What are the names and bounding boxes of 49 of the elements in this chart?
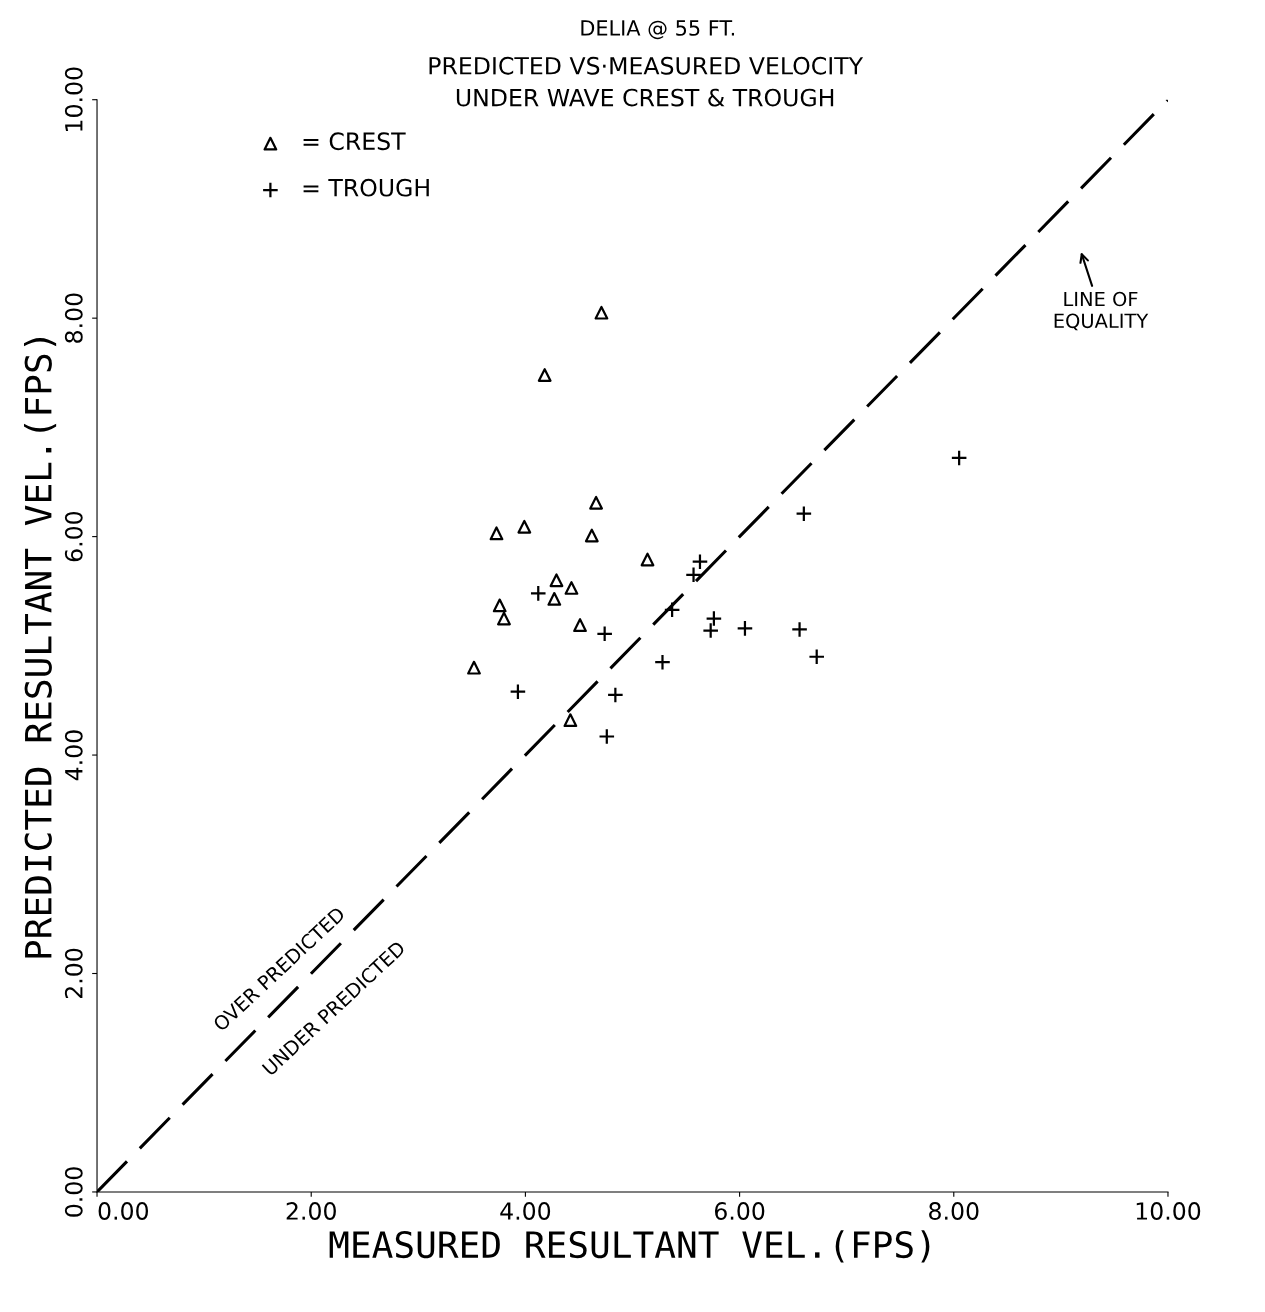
point (517, 519, 532, 534)
point (584, 528, 599, 543)
point (537, 368, 552, 382)
point (606, 686, 624, 704)
point (950, 449, 968, 467)
point (497, 611, 511, 626)
point (663, 601, 681, 619)
x-tick-label: 8.00 (929, 1202, 979, 1220)
y-tick-label: 2.00 (64, 948, 83, 999)
legend-label: = TROUGH (303, 178, 429, 197)
x-tick-label: 4.00 (500, 1202, 551, 1220)
chart-subtitle: PREDICTED VS·MEASURED VELOCITY UNDER WAVE CREST & TROUGH (429, 56, 864, 107)
y-tick-label: 4.00 (64, 730, 83, 781)
x-axis-title: MEASURED RESULTANT VEL.(FPS) (329, 1230, 930, 1263)
chart-title: DELIA @ 55 FT. (581, 20, 735, 40)
point (691, 553, 709, 571)
y-tick-label: 6.00 (64, 511, 83, 562)
point (594, 305, 609, 320)
point (598, 728, 616, 745)
y-axis-title: PREDICTED RESULTANT VEL.(FPS) (23, 338, 57, 958)
point (563, 713, 578, 728)
point (529, 585, 547, 602)
point (489, 526, 504, 541)
point (509, 683, 527, 701)
annotation: LINE OF EQUALITY (1054, 291, 1149, 331)
point (791, 621, 808, 638)
point (564, 581, 579, 595)
point (702, 622, 720, 639)
point (654, 653, 671, 671)
y-tick-label: 10.00 (64, 67, 83, 131)
point (467, 660, 481, 675)
point (596, 625, 614, 643)
point (705, 610, 723, 627)
x-tick-label: 2.00 (286, 1202, 336, 1220)
point (589, 495, 604, 510)
point (795, 505, 813, 523)
point (736, 619, 754, 637)
legend-label: = CREST (303, 132, 406, 151)
point (549, 573, 564, 588)
point (685, 566, 702, 584)
x-tick-label: 10.00 (1136, 1202, 1201, 1220)
y-tick-label: 8.00 (64, 293, 83, 343)
point (547, 591, 562, 606)
point (492, 598, 507, 613)
point (640, 552, 655, 567)
point (573, 618, 587, 632)
x-tick-label: 6.00 (714, 1202, 765, 1220)
point (808, 648, 826, 666)
x-tick-label: 0.00 (98, 1202, 149, 1220)
